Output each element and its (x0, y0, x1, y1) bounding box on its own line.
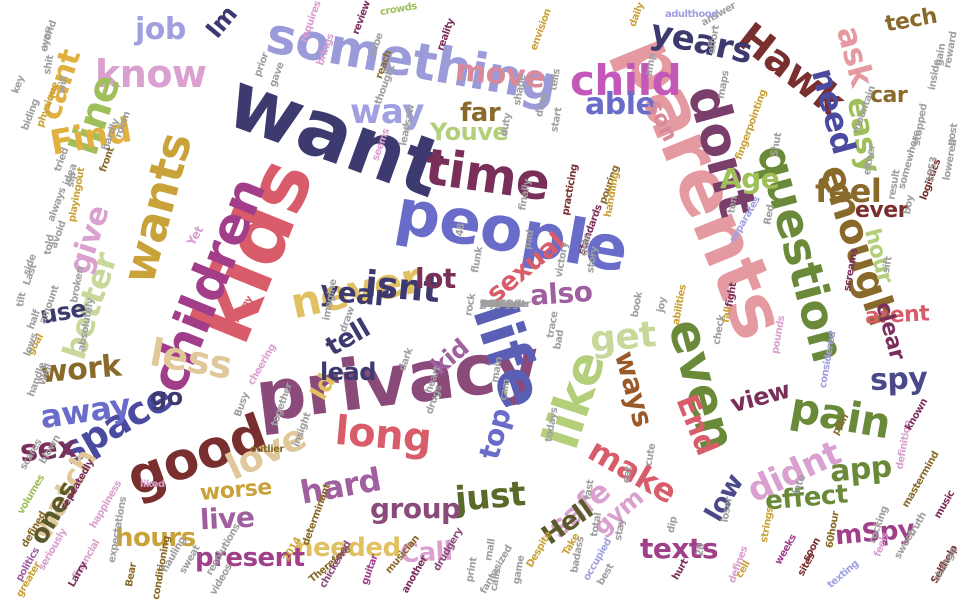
word-60: needed (295, 533, 401, 563)
word-69: effect (763, 479, 849, 517)
word-39: feel (815, 172, 882, 210)
word-244: joy (655, 296, 669, 314)
word-279: manifest (480, 299, 526, 310)
word-211: flunk (469, 246, 486, 274)
word-107: crowds (379, 0, 418, 19)
word-54: ways (608, 347, 660, 431)
word-112: adulthood (665, 9, 718, 20)
word-62: hours (115, 523, 196, 553)
word-89: worse (199, 474, 273, 507)
word-41: move (453, 53, 547, 96)
word-53: also (528, 274, 594, 313)
word-224: stay (613, 518, 628, 542)
word-169: strings (758, 506, 776, 544)
word-85: ever (855, 198, 909, 223)
word-161: music (932, 488, 958, 521)
word-278: particular (480, 299, 531, 310)
word-222: calls (488, 567, 504, 593)
word-79: lead (320, 358, 376, 386)
word-284: try (480, 299, 495, 310)
word-83: car (870, 83, 908, 108)
word-260: eyes (39, 27, 55, 53)
word-274: join (480, 299, 499, 310)
word-164: known (903, 397, 931, 433)
word-287: doubt (480, 299, 511, 310)
word-273: first (480, 299, 501, 310)
word-286: guy (480, 299, 500, 310)
word-151: liked (140, 479, 165, 490)
word-269: fail (480, 299, 496, 310)
word-227: loser (719, 496, 735, 524)
word-42: able (585, 87, 656, 122)
word-82: Im (200, 0, 243, 44)
word-110: envision (528, 7, 554, 53)
word-102: weeks (773, 532, 800, 567)
word-275: losing (480, 299, 511, 310)
word-19: know (95, 52, 207, 96)
word-58: group (370, 492, 461, 525)
word-267: resultthe (480, 299, 528, 310)
word-94: Despite (524, 529, 555, 570)
word-38: way (350, 92, 424, 132)
word-77: go (150, 383, 183, 411)
word-246: start (549, 106, 565, 134)
word-35: just (453, 474, 527, 520)
word-73: top (472, 404, 518, 463)
word-281: infinite (480, 299, 517, 310)
word-220: print (464, 556, 480, 584)
word-72: view (727, 375, 793, 419)
word-14: child (570, 56, 682, 105)
word-81: Youve (430, 118, 509, 146)
word-237: boy (901, 194, 917, 216)
word-277: strip (480, 299, 504, 310)
word-43: job (135, 12, 186, 47)
word-55: lot (415, 262, 456, 295)
word-166: soon (801, 536, 823, 564)
word-52: Age (720, 162, 780, 195)
word-67: texts (640, 532, 719, 565)
word-272: sea (480, 299, 498, 310)
word-232: stopped (911, 103, 930, 147)
word-144: Larry (66, 560, 90, 590)
word-92: tilt (15, 291, 29, 308)
word-270: heard (480, 299, 511, 310)
word-152: outlier (250, 444, 284, 455)
word-84: tech (883, 3, 939, 38)
word-143: Bear (124, 562, 140, 588)
word-101: texting (825, 558, 861, 591)
word-288: leave (480, 299, 508, 310)
word-271: AD (480, 299, 496, 310)
word-235: reward (942, 30, 960, 69)
word-192: always (45, 186, 69, 224)
word-221: game (511, 554, 528, 586)
word-283: probe (480, 299, 511, 310)
word-248: tells (548, 68, 563, 92)
word-280: food (480, 299, 504, 310)
word-22: long (333, 407, 434, 463)
word-247: drug (534, 91, 550, 118)
word-264: told (42, 233, 57, 256)
word-238: 1953 (924, 156, 941, 184)
word-80: far (460, 98, 501, 128)
word-191: key (10, 74, 27, 96)
word-276: invest (480, 299, 512, 310)
word-268: milehigh (480, 299, 525, 310)
word-175: daily (627, 1, 647, 29)
word-285: fence (480, 299, 509, 310)
word-105: mastermind (900, 449, 942, 510)
word-250: duty (498, 112, 514, 138)
word-61: present (195, 543, 305, 573)
word-160: change (931, 545, 960, 584)
word-282: rate (480, 299, 502, 310)
word-51: spy (869, 361, 928, 398)
